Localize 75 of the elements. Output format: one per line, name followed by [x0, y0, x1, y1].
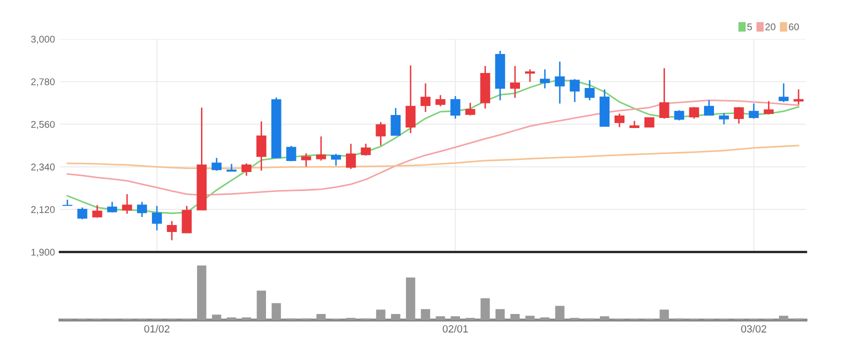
candlestick: [331, 153, 341, 166]
bar: [660, 310, 669, 320]
bar: [450, 316, 460, 320]
bar: [495, 309, 505, 320]
candlestick: [77, 206, 88, 220]
legend-label: 5: [747, 24, 752, 30]
line-series: [66, 99, 800, 196]
bar: [779, 316, 788, 320]
candlestick: [435, 94, 446, 107]
bar: [436, 316, 446, 320]
candlestick: [778, 82, 789, 103]
candlestick: [704, 100, 714, 116]
bar: [316, 314, 326, 320]
candlestick: [376, 121, 386, 146]
bar: [555, 306, 564, 320]
candlestick: [137, 201, 147, 218]
bar: [212, 314, 222, 320]
candlestick: [510, 65, 520, 99]
candlestick: [286, 145, 296, 162]
candlestick: [390, 107, 401, 136]
candlestick: [554, 60, 565, 104]
bar: [256, 290, 266, 320]
candlestick: [182, 205, 192, 234]
candlestick: [152, 205, 162, 232]
bar: [197, 266, 206, 320]
candlestick: [718, 112, 729, 126]
candlestick: [241, 162, 252, 176]
y-tick-label: 1,900: [31, 248, 55, 257]
y-tick-label: 2,780: [31, 78, 55, 86]
bar: [376, 310, 386, 320]
candlestick: [92, 204, 102, 218]
x-tick-label: 03/02: [741, 324, 766, 333]
candlestick: [584, 79, 595, 101]
candlestick: [360, 143, 371, 156]
bar: [420, 309, 430, 320]
candlestick: [256, 120, 266, 172]
bar: [480, 298, 490, 320]
candlestick: [644, 117, 654, 128]
candlestick: [166, 220, 177, 241]
candlestick: [62, 199, 72, 206]
candlestick: [122, 193, 132, 214]
candlestick: [674, 110, 684, 122]
candlestick: [406, 64, 416, 134]
bar: [525, 316, 535, 320]
x-tick-label: 01/02: [144, 324, 170, 333]
legend-label: 60: [788, 23, 799, 30]
bar: [406, 278, 416, 320]
candlestick: [614, 112, 624, 128]
y-tick-label: 2,120: [31, 206, 55, 214]
candlestick: [540, 68, 550, 90]
candlestick: [465, 102, 476, 116]
candlestick: [524, 68, 535, 83]
bar: [600, 316, 610, 320]
candlestick: [212, 157, 222, 172]
y-tick-label: 2,340: [31, 164, 55, 172]
candlestick: [748, 102, 759, 120]
bar: [391, 314, 400, 320]
candlestick: [346, 143, 356, 170]
candlestick: [734, 106, 744, 124]
candlestick: [420, 82, 430, 113]
bar: [272, 303, 281, 320]
x-tick-label: 02/01: [442, 324, 468, 333]
candlestick: [659, 68, 670, 120]
bar: [466, 318, 475, 320]
y-tick-label: 3,000: [31, 36, 55, 44]
candlestick: [764, 100, 774, 116]
candlestick: [794, 88, 804, 106]
candlestick: [316, 136, 326, 162]
bar: [570, 318, 580, 320]
candlestick: [450, 95, 460, 120]
candlestick: [570, 78, 580, 103]
bar: [510, 314, 520, 320]
y-tick-label: 2,560: [31, 120, 55, 129]
legend-label: 20: [765, 23, 776, 30]
candlestick: [301, 152, 312, 168]
